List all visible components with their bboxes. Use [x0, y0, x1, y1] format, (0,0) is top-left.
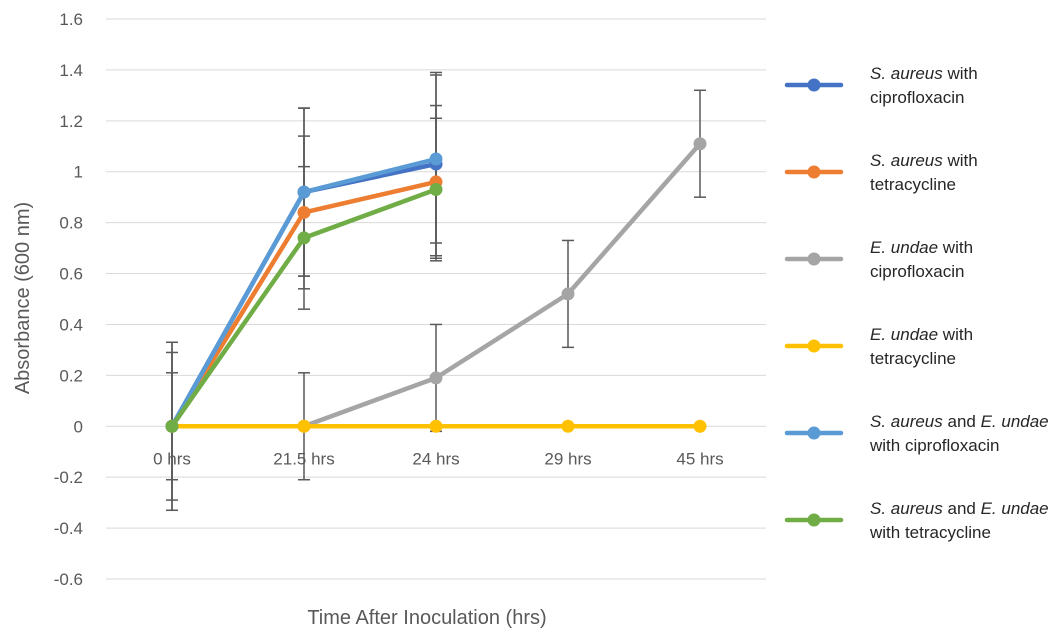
- legend-item-5: S. aureus and E. undae with ciprofloxacin: [784, 412, 1049, 455]
- y-axis-ticks: -0.6 -0.4 -0.2 0 0.2 0.4 0.6 0.8 1 1.2 1.4 1.6: [54, 10, 83, 589]
- y-tick-label: -0.2: [54, 468, 83, 487]
- data-point-series-2: [297, 205, 311, 219]
- y-tick-label: 1.6: [59, 10, 83, 29]
- data-point-series-5: [429, 152, 443, 166]
- x-tick-label: 24 hrs: [412, 449, 459, 468]
- legend-label-line2: ciprofloxacin: [870, 262, 965, 281]
- legend-swatch-marker: [807, 426, 821, 440]
- legend-label-line2: with tetracycline: [869, 523, 991, 542]
- y-tick-label: 0.4: [59, 315, 83, 334]
- x-axis-ticks: 0 hrs 21.5 hrs 24 hrs 29 hrs 45 hrs: [153, 449, 724, 468]
- legend-swatch-marker: [807, 165, 821, 179]
- x-tick-label: 29 hrs: [544, 449, 591, 468]
- data-point-series-6: [165, 419, 179, 433]
- legend-label-line1: E. undae with: [870, 238, 973, 257]
- data-point-series-6: [297, 231, 311, 245]
- data-point-series-4: [297, 419, 311, 433]
- data-point-series-3: [693, 137, 707, 151]
- legend-label-line2: ciprofloxacin: [870, 88, 965, 107]
- legend-label-line2: tetracycline: [870, 349, 956, 368]
- legend-item-1: S. aureus with ciprofloxacin: [784, 64, 978, 107]
- y-tick-label: 1: [74, 163, 83, 182]
- legend-swatch-marker: [807, 339, 821, 353]
- y-tick-label: 0.6: [59, 265, 83, 284]
- legend-item-6: S. aureus and E. undae with tetracycline: [784, 499, 1049, 542]
- data-point-series-5: [297, 185, 311, 199]
- y-tick-label: 1.2: [59, 112, 83, 131]
- legend-item-3: E. undae with ciprofloxacin: [784, 238, 973, 281]
- y-axis-title: Absorbance (600 nm): [12, 202, 34, 394]
- legend-swatch-marker: [807, 513, 821, 527]
- legend-item-4: E. undae with tetracycline: [784, 325, 973, 368]
- y-tick-label: 1.4: [59, 61, 83, 80]
- legend-swatch-marker: [807, 78, 821, 92]
- series-line-3: [301, 141, 703, 429]
- legend-label-line1: S. aureus and E. undae: [870, 499, 1049, 518]
- y-tick-label: -0.6: [54, 570, 83, 589]
- y-tick-label: 0.8: [59, 214, 83, 233]
- legend-swatch-marker: [807, 252, 821, 266]
- legend-label-line1: S. aureus with: [870, 64, 978, 83]
- series-points: [165, 137, 707, 433]
- y-tick-label: 0.2: [59, 366, 83, 385]
- legend-label-line1: E. undae with: [870, 325, 973, 344]
- x-axis-title: Time After Inoculation (hrs): [307, 607, 546, 629]
- y-tick-label: 0: [74, 417, 83, 436]
- data-point-series-4: [561, 419, 575, 433]
- legend-label-line2: with ciprofloxacin: [869, 436, 999, 455]
- legend-label-line1: S. aureus and E. undae: [870, 412, 1049, 431]
- legend-item-2: S. aureus with tetracycline: [784, 151, 978, 194]
- data-point-series-4: [429, 419, 443, 433]
- legend-label-line2: tetracycline: [870, 175, 956, 194]
- x-tick-label: 45 hrs: [676, 449, 723, 468]
- data-point-series-4: [693, 419, 707, 433]
- y-tick-label: -0.4: [54, 519, 83, 538]
- legend-label-line1: S. aureus with: [870, 151, 978, 170]
- data-point-series-6: [429, 183, 443, 197]
- data-point-series-3: [561, 287, 575, 301]
- data-point-series-3: [429, 371, 443, 385]
